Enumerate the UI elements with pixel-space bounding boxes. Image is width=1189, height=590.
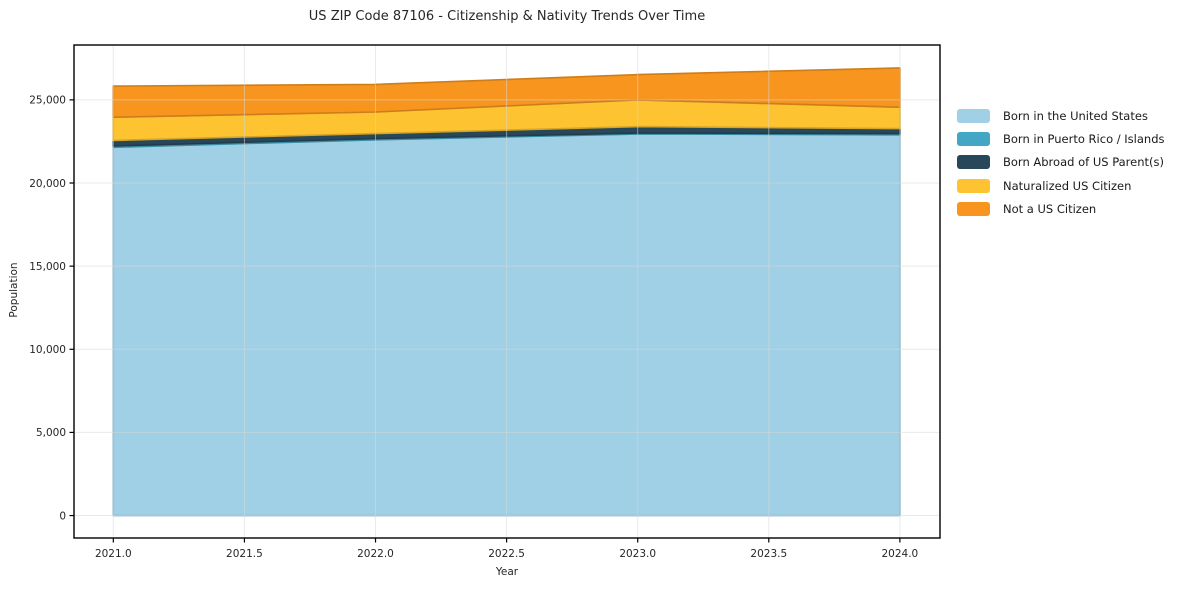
legend-label: Born Abroad of US Parent(s)	[1003, 155, 1164, 170]
legend-swatch	[957, 131, 990, 146]
legend-swatch	[957, 108, 990, 123]
y-tick-label: 20,000	[29, 178, 66, 190]
legend-swatch	[957, 201, 990, 216]
y-axis-label: Population	[8, 262, 20, 318]
chart-title: US ZIP Code 87106 - Citizenship & Nativi…	[308, 9, 706, 24]
legend-item: Not a US Citizen	[957, 197, 1165, 220]
y-tick-label: 0	[59, 510, 66, 522]
legend-swatch	[957, 178, 990, 193]
x-tick-label: 2021.0	[95, 548, 132, 560]
legend-label: Born in the United States	[1003, 108, 1148, 123]
x-tick-label: 2021.5	[226, 548, 263, 560]
legend: Born in the United States Born in Puerto …	[957, 104, 1165, 220]
legend-item: Born in the United States	[957, 104, 1165, 127]
y-tick-label: 5,000	[36, 427, 66, 439]
legend-label: Naturalized US Citizen	[1003, 178, 1132, 193]
y-tick-label: 15,000	[29, 261, 66, 273]
x-tick-label: 2023.0	[619, 548, 656, 560]
legend-item: Naturalized US Citizen	[957, 174, 1165, 197]
x-tick-label: 2022.5	[488, 548, 525, 560]
legend-label: Born in Puerto Rico / Islands	[1003, 131, 1165, 146]
x-tick-label: 2024.0	[882, 548, 919, 560]
y-tick-label: 10,000	[29, 344, 66, 356]
x-tick-label: 2023.5	[750, 548, 787, 560]
x-axis-label: Year	[495, 566, 519, 578]
legend-item: Born in Puerto Rico / Islands	[957, 127, 1165, 150]
legend-swatch	[957, 155, 990, 170]
y-tick-label: 25,000	[29, 95, 66, 107]
legend-item: Born Abroad of US Parent(s)	[957, 151, 1165, 174]
legend-label: Not a US Citizen	[1003, 201, 1097, 216]
x-tick-label: 2022.0	[357, 548, 394, 560]
